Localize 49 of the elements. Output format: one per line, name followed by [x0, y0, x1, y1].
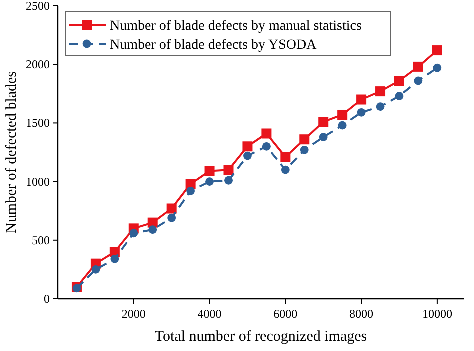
- point: [300, 134, 310, 145]
- y-axis-title: Number of defected blades: [4, 71, 20, 234]
- x-tick-label: 10000: [422, 307, 452, 321]
- point: [432, 46, 442, 56]
- point: [338, 110, 348, 120]
- point: [92, 266, 100, 274]
- point: [281, 166, 290, 174]
- point: [300, 146, 309, 154]
- legend-label: Number of blade defects by manual statistics: [110, 19, 362, 34]
- y-tick-label: 1000: [26, 174, 50, 189]
- point: [168, 214, 176, 222]
- point: [166, 204, 177, 214]
- point: [262, 142, 271, 151]
- point: [244, 152, 252, 160]
- x-tick-label: 8000: [350, 307, 374, 321]
- y-tick-label: 2500: [26, 0, 50, 13]
- point: [262, 128, 272, 139]
- point: [414, 76, 423, 86]
- point: [356, 94, 367, 105]
- x-axis-title: Total number of recognized images: [154, 329, 368, 345]
- point: [130, 229, 138, 238]
- point: [186, 179, 196, 190]
- point: [148, 226, 158, 234]
- point: [376, 102, 385, 111]
- point: [280, 152, 291, 162]
- y-tick-label: 0: [44, 292, 50, 306]
- point: [376, 86, 386, 97]
- x-tick-label: 4000: [198, 307, 222, 321]
- point: [433, 64, 442, 72]
- point: [224, 176, 233, 185]
- x-tick-label: 2000: [122, 307, 146, 321]
- point: [204, 166, 215, 176]
- point: [242, 142, 253, 152]
- point: [224, 165, 234, 176]
- point: [186, 186, 196, 196]
- y-tick-label: 2000: [26, 58, 50, 72]
- point: [110, 254, 120, 264]
- point: [357, 108, 366, 117]
- legend-label: Number of blade defects by YSODA: [110, 38, 318, 53]
- point: [318, 117, 329, 128]
- point: [319, 133, 328, 142]
- point: [413, 62, 424, 72]
- point: [338, 121, 347, 130]
- point: [394, 76, 404, 86]
- point: [395, 92, 404, 100]
- y-tick-label: 1500: [26, 116, 50, 130]
- x-tick-label: 6000: [274, 307, 298, 321]
- point: [206, 178, 214, 186]
- y-tick-label: 500: [32, 233, 50, 248]
